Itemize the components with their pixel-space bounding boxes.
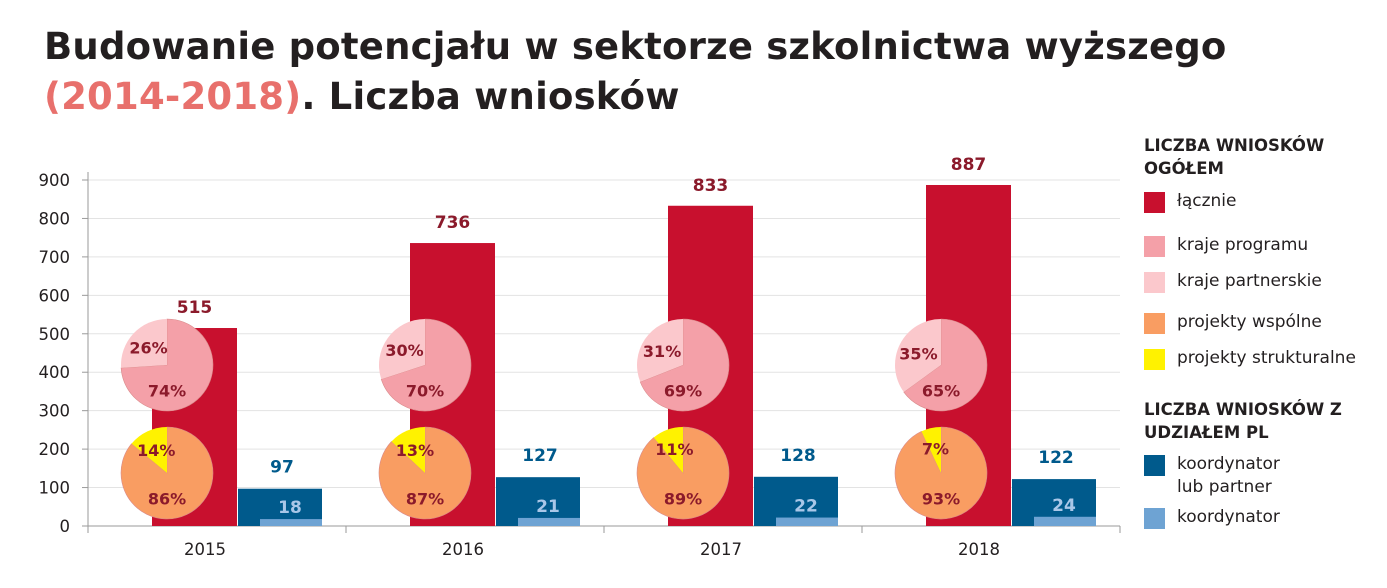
legend-label-program-countries: kraje programu <box>1177 235 1309 255</box>
y-tick-label: 100 <box>39 479 71 498</box>
pie-program-2015 <box>120 318 214 412</box>
pie-program-2018 <box>903 318 988 412</box>
legend-label-joint-projects: projekty wspólne <box>1177 312 1322 332</box>
bar-pl-any-2016 <box>496 477 580 526</box>
legend-item-total: łącznie <box>1144 190 1236 213</box>
y-tick-label: 700 <box>39 248 71 267</box>
title-line-1: Budowanie potencjału w sektorze szkolnic… <box>44 25 1227 68</box>
pie-program-2015-label: 74% <box>148 381 186 400</box>
bar-pl-coordinator-label-2015: 18 <box>278 498 302 518</box>
bar-pl-any-label-2015: 97 <box>270 458 294 478</box>
legend-swatch-structural-projects <box>1144 349 1165 370</box>
x-tick-label-2017: 2017 <box>700 540 742 559</box>
chart-title: Budowanie potencjału w sektorze szkolnic… <box>44 22 1227 122</box>
legend-item-joint-projects: projekty wspólne <box>1144 311 1322 334</box>
title-line-2: (2014-2018). Liczba wniosków <box>44 72 1227 122</box>
y-tick-label: 800 <box>39 209 71 228</box>
legend-label-pl-coordinator: koordynator <box>1177 507 1280 527</box>
legend-swatch-joint-projects <box>1144 313 1165 334</box>
pie-partner-2015-label: 26% <box>129 339 167 358</box>
legend-label-structural-projects: projekty strukturalne <box>1177 348 1356 368</box>
legend-swatch-total <box>1144 192 1165 213</box>
legend: LICZBA WNIOSKÓW OGÓŁEM łącznie kraje pro… <box>1144 134 1384 529</box>
bar-pl-coordinator-2018 <box>1034 516 1096 526</box>
bar-pl-coordinator-label-2018: 24 <box>1052 496 1076 516</box>
legend-label-partner-countries: kraje partnerskie <box>1177 271 1322 291</box>
bar-pl-coordinator-label-2016: 21 <box>536 497 560 517</box>
legend-label-total: łącznie <box>1177 191 1237 211</box>
legend-item-pl-coordinator: koordynator <box>1144 506 1280 529</box>
pie-structural-2016 <box>391 427 425 473</box>
pie-structural-2018 <box>921 426 941 473</box>
legend-swatch-pl-any <box>1144 455 1165 476</box>
pie-partner-2017 <box>637 319 683 382</box>
legend-item-pl-any: koordynator lub partner <box>1144 453 1280 499</box>
pie-program-2017-label: 69% <box>664 381 702 400</box>
pie-partner-2017-label: 31% <box>643 342 681 361</box>
x-tick-label-2016: 2016 <box>442 540 484 559</box>
legend-swatch-program-countries <box>1144 236 1165 257</box>
pie-structural-2015 <box>131 427 167 473</box>
bar-pl-coordinator-2015 <box>260 519 322 526</box>
bar-total-label-2016: 736 <box>435 213 471 233</box>
title-rest: . Liczba wniosków <box>301 75 680 118</box>
pie-program-2016-label: 70% <box>406 381 444 400</box>
pie-joint-2016-label: 87% <box>406 489 444 508</box>
pie-joint-2017-label: 89% <box>664 489 702 508</box>
y-tick-label: 400 <box>39 363 71 382</box>
legend-heading-total: LICZBA WNIOSKÓW OGÓŁEM <box>1144 136 1325 178</box>
legend-heading-pl: LICZBA WNIOSKÓW Z UDZIAŁEM PL <box>1144 400 1342 442</box>
y-tick-label: 900 <box>39 171 71 190</box>
title-years: (2014-2018) <box>44 75 302 118</box>
x-tick-label-2015: 2015 <box>184 540 226 559</box>
pie-partner-2016-label: 30% <box>385 341 423 360</box>
y-tick-label: 600 <box>39 286 71 305</box>
pie-joint-2016 <box>378 426 472 520</box>
pie-program-2017 <box>639 318 730 412</box>
pie-joint-2017 <box>636 426 730 520</box>
pie-joint-2015 <box>120 426 214 520</box>
y-tick-label: 500 <box>39 325 71 344</box>
legend-swatch-pl-coordinator <box>1144 508 1165 529</box>
bar-pl-any-label-2017: 128 <box>780 446 816 466</box>
legend-item-structural-projects: projekty strukturalne <box>1144 347 1356 370</box>
bar-pl-coordinator-2017 <box>776 517 838 526</box>
pie-joint-2018-label: 93% <box>922 489 960 508</box>
pie-structural-2017 <box>653 427 683 473</box>
pie-program-2016 <box>380 318 472 412</box>
bar-pl-any-label-2016: 127 <box>522 446 558 466</box>
pie-joint-2015-label: 86% <box>148 489 186 508</box>
bar-pl-coordinator-label-2017: 22 <box>794 497 818 517</box>
pie-partner-2018 <box>895 319 941 393</box>
y-tick-label: 200 <box>39 440 71 459</box>
bar-pl-any-label-2018: 122 <box>1038 448 1074 468</box>
pie-structural-2015-label: 14% <box>137 441 175 460</box>
legend-swatch-partner-countries <box>1144 272 1165 293</box>
pie-partner-2018-label: 35% <box>899 345 937 364</box>
bar-total-label-2015: 515 <box>177 298 213 318</box>
x-tick-label-2018: 2018 <box>958 540 1000 559</box>
pie-structural-2016-label: 13% <box>396 441 434 460</box>
pie-structural-2018-label: 7% <box>922 439 949 458</box>
pie-structural-2017-label: 11% <box>655 440 693 459</box>
bar-total-label-2018: 887 <box>951 155 987 175</box>
pie-joint-2018 <box>894 426 988 520</box>
pie-partner-2016 <box>379 319 425 380</box>
legend-item-program-countries: kraje programu <box>1144 234 1308 257</box>
bar-total-label-2017: 833 <box>693 176 729 196</box>
pie-program-2018-label: 65% <box>922 381 960 400</box>
y-tick-label: 0 <box>60 517 71 536</box>
y-tick-label: 300 <box>39 402 71 421</box>
bar-pl-coordinator-2016 <box>518 517 580 526</box>
legend-item-partner-countries: kraje partnerskie <box>1144 270 1322 293</box>
pie-partner-2015 <box>120 319 167 368</box>
legend-label-pl-any: koordynator lub partner <box>1177 454 1280 497</box>
